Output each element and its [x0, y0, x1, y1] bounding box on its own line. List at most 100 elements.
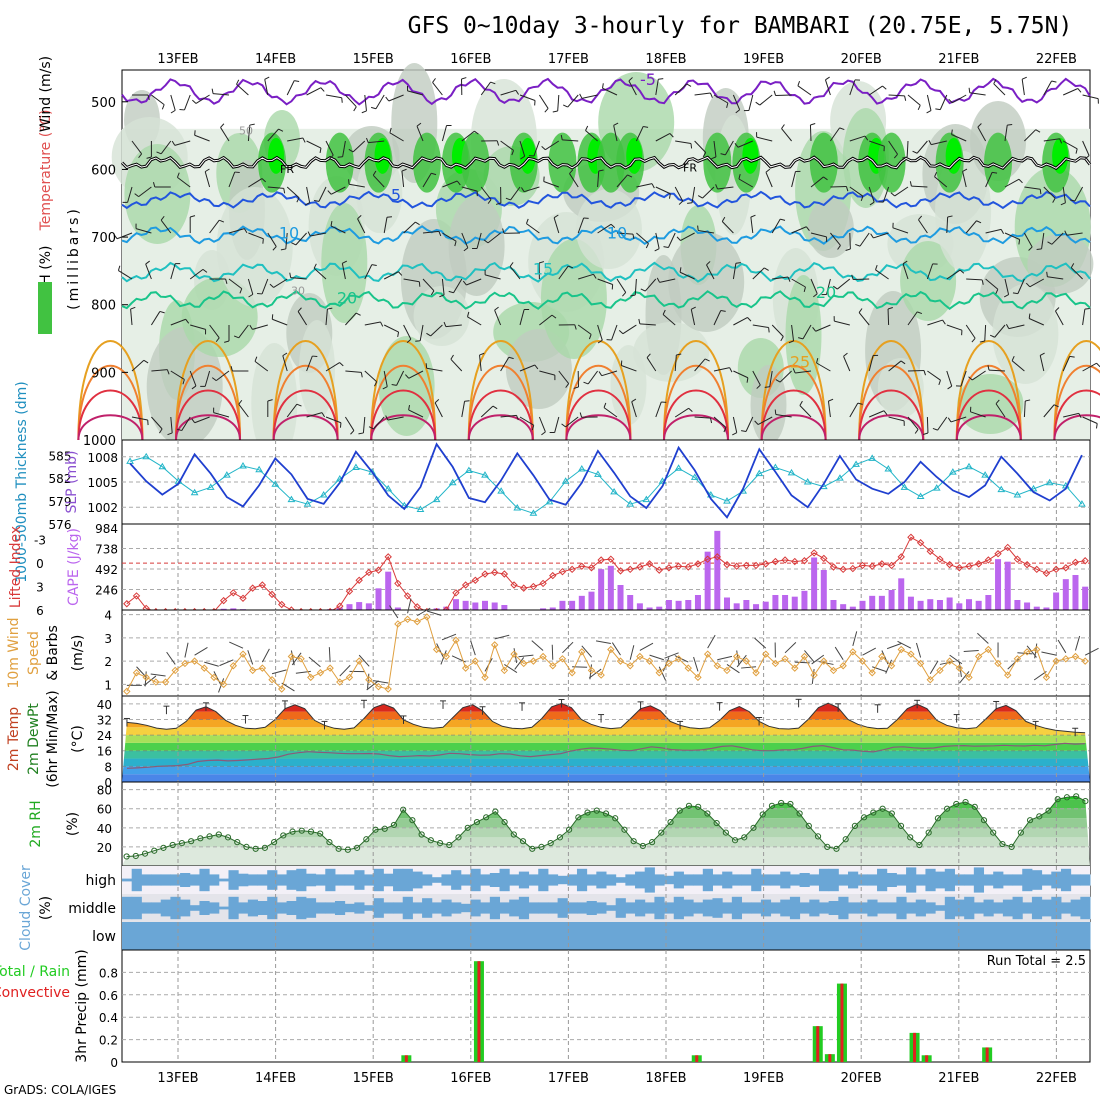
rh-line-point [842, 836, 849, 843]
wind-barb-flag [968, 376, 973, 381]
wind-barb-flag [397, 331, 400, 338]
wind-barb-flag [568, 265, 574, 269]
rh-line-point [188, 838, 195, 845]
wind-barb-flag [640, 288, 646, 292]
wind-speed-line-point [500, 666, 509, 675]
cloud-low-cell [518, 922, 530, 950]
upper-ylabels: RH (%) Temperature (°C) Wind (m/s) (mill… [38, 56, 82, 334]
wind-barb-flag [143, 359, 149, 364]
lifted-index-line-point [461, 581, 470, 589]
wind-speed-line-point [1023, 648, 1031, 656]
wind-barb [869, 140, 885, 147]
wind-barb-flag [494, 306, 499, 311]
cloud-high-cell [315, 874, 326, 886]
wind-barb [888, 416, 905, 422]
cape-bar [1033, 606, 1040, 610]
wind-barb-flag [272, 246, 277, 251]
rh-line-point [731, 837, 739, 844]
cloud-middle-cell [741, 902, 752, 914]
wind-barb [500, 89, 517, 96]
surface-wind-barb [784, 642, 797, 654]
wind-barb-flag [249, 324, 253, 330]
cloud-high-cell [1041, 874, 1052, 886]
wind-barb-flag [780, 336, 784, 342]
cloud-high-cell [973, 867, 985, 893]
rh-line-point [722, 829, 729, 836]
wind-barb-flag [610, 223, 616, 228]
wind-speed-line-point [132, 669, 141, 677]
contour-10 [121, 225, 1091, 246]
wind-barb [1082, 94, 1099, 100]
cloud-middle-cell [973, 902, 985, 914]
cloud-middle-cell [944, 896, 955, 920]
wind-barb-flag [805, 226, 810, 231]
cloud-high-cell [373, 868, 384, 892]
thickness-line-point [384, 484, 393, 492]
wind-barb-flag [706, 261, 711, 266]
rh-line-point [464, 824, 471, 831]
wind-barb-flag [971, 337, 976, 343]
cloud-high-cell [896, 874, 907, 886]
lifted-index-line-point [452, 589, 460, 597]
date-label-top: 13FEB [157, 52, 198, 67]
wind-barb [569, 173, 579, 188]
lifted-index-line-point [374, 566, 383, 574]
wind-barb [834, 320, 850, 326]
wind-barb [453, 278, 463, 293]
rh-line-point [280, 832, 287, 839]
rh-line-point [556, 834, 564, 841]
wind-barb [977, 126, 987, 142]
wind-barb [194, 416, 210, 424]
cloud-middle-cell [877, 902, 888, 914]
wind-barb-flag [147, 94, 150, 100]
wind-barb [634, 278, 637, 295]
wind-barb-flag [467, 311, 470, 317]
wind-barb [170, 263, 176, 280]
wind-barb [116, 232, 133, 240]
rh-line-point [215, 831, 222, 838]
cloud-middle-cell [838, 896, 849, 920]
wind-label-b: Speed [26, 631, 42, 675]
wind-barb [485, 274, 501, 280]
wind-barb [951, 134, 967, 142]
wind-barb [383, 370, 388, 387]
wind-barb-flag [947, 385, 953, 390]
rh-line-point [971, 803, 978, 810]
rh-line-point [243, 843, 250, 851]
wind-barb [927, 370, 941, 381]
wind-barb-flag [191, 418, 196, 424]
rh-line-point [141, 850, 149, 857]
thickness-line-point [626, 500, 635, 507]
wind-barb [985, 278, 999, 290]
cloud-low-cell [925, 922, 936, 950]
wind-speed-line-point [887, 662, 896, 670]
wind-barb [926, 94, 932, 111]
cloud-high-cell [983, 874, 994, 886]
cape-bar [452, 599, 459, 610]
cape-bar [501, 605, 508, 610]
wind-barb-flag [372, 170, 377, 176]
lifted-index-line-point [936, 555, 944, 563]
contour-35 [175, 389, 241, 441]
wind-barb-flag [1005, 323, 1010, 329]
wind-barb-flag [160, 215, 165, 221]
wind-barb [1082, 140, 1090, 156]
wind-barb [238, 403, 249, 418]
wind-barb [228, 228, 245, 234]
wind-barb [939, 94, 948, 110]
wind-barb [228, 171, 236, 188]
wind-barb-flag [721, 216, 726, 222]
wind-barb [1004, 178, 1020, 188]
cloud-middle-cell [760, 899, 772, 917]
wind-unit: (m/s) [70, 635, 86, 672]
lifted-index-line-point [365, 568, 373, 577]
wind-barb-flag [813, 293, 818, 298]
wind-barb-flag [710, 92, 713, 98]
wind-barb-flag [541, 146, 546, 151]
wind-barb-flag [962, 168, 968, 172]
wind-speed-line-point [771, 659, 780, 668]
cloud-high-cell [489, 873, 501, 887]
thickness-line-point [1013, 491, 1022, 498]
lifted-index-line-point [500, 570, 509, 578]
cloud-middle-cell [780, 899, 791, 917]
